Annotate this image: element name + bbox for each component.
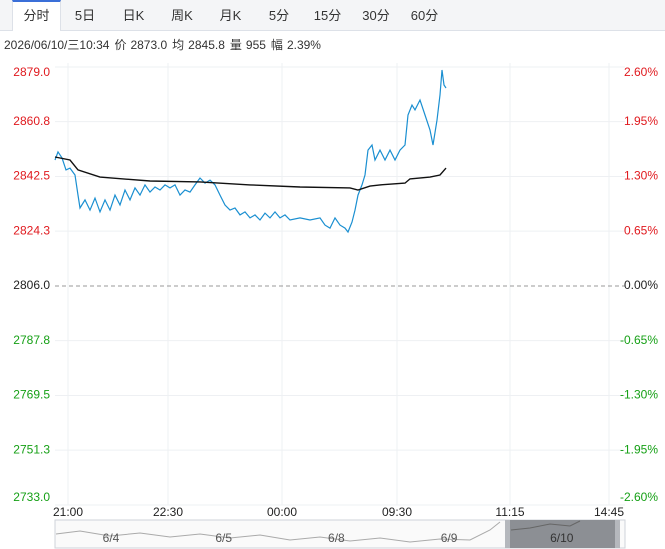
tab[interactable]: 日K: [122, 8, 145, 23]
tab[interactable]: 月K: [219, 8, 242, 23]
x-tick-label: 11:15: [495, 505, 524, 519]
navigator-label: 6/9: [441, 531, 458, 545]
field-label: 均: [172, 38, 184, 52]
datetime: 2026/06/10/三10:34: [4, 38, 110, 52]
y-tick-label: 2787.8: [13, 333, 50, 347]
y2-tick-label: 2.60%: [624, 65, 658, 79]
field-value: 955: [246, 38, 266, 52]
y2-tick-label: -1.95%: [620, 442, 658, 456]
tab[interactable]: 60分: [410, 8, 439, 23]
y-tick-label: 2842.5: [13, 169, 50, 183]
navigator-handle[interactable]: [505, 520, 510, 548]
x-tick-label: 14:45: [594, 505, 624, 519]
info-line: 2026/06/10/三10:34 价 2873.0 均 2845.8 量 955 幅 2.39…: [4, 37, 321, 52]
field-label: 量: [230, 38, 242, 52]
navigator: 6/4 6/5 6/8 6/9 6/10: [54, 519, 626, 549]
tab[interactable]: 30分: [362, 8, 390, 23]
price-line: [54, 69, 447, 234]
field-value: 2845.8: [188, 38, 225, 52]
x-tick-label: 09:30: [382, 505, 412, 519]
navigator-label: 6/4: [103, 531, 120, 545]
y2-tick-label: -0.65%: [620, 333, 658, 347]
y-tick-label: 2860.8: [13, 114, 50, 128]
y-tick-label: 2806.0: [13, 278, 50, 292]
navigator-line: [510, 520, 581, 531]
field-value: 2.39%: [287, 38, 321, 52]
field-label: 价: [114, 38, 126, 52]
field-label: 幅: [271, 37, 283, 52]
navigator-window[interactable]: [510, 520, 615, 548]
y2-tick-label: -2.60%: [620, 490, 658, 504]
navigator-label: 6/10: [550, 531, 574, 545]
info-text: 2026/06/10/三10:34 价 2873.0 均 2845.8 量 955 幅 2.39…: [4, 37, 321, 52]
x-tick-label: 22:30: [153, 505, 183, 519]
y-tick-label: 2769.5: [13, 388, 50, 402]
tab[interactable]: 周K: [171, 8, 193, 23]
y2-tick-label: 0.65%: [624, 223, 658, 237]
tab[interactable]: 5分: [268, 8, 290, 23]
x-tick-label: 21:00: [53, 505, 83, 519]
price-line: [54, 156, 447, 191]
y-tick-label: 2824.3: [13, 223, 50, 237]
field-value: 2873.0: [130, 38, 167, 52]
navigator-handle[interactable]: [615, 520, 620, 548]
navigator-label: 6/8: [328, 531, 345, 545]
tab[interactable]: 5日: [74, 8, 96, 23]
y-tick-label: 2751.3: [13, 442, 50, 456]
y2-tick-label: 0.00%: [624, 278, 658, 292]
tab[interactable]: 分时: [12, 0, 61, 31]
y2-tick-label: -1.30%: [620, 388, 658, 402]
y-tick-label: 2733.0: [13, 490, 50, 504]
navigator-label: 6/5: [215, 531, 232, 545]
tab-bar: 分时 5日 日K 周K 月K 5分 15分 30分 60分: [0, 0, 665, 31]
navigator-line: [55, 521, 501, 543]
y2-tick-label: 1.30%: [624, 169, 658, 183]
y-tick-label: 2879.0: [13, 65, 50, 79]
tab[interactable]: 15分: [313, 8, 342, 23]
x-tick-label: 00:00: [267, 505, 297, 519]
y2-tick-label: 1.95%: [624, 114, 658, 128]
